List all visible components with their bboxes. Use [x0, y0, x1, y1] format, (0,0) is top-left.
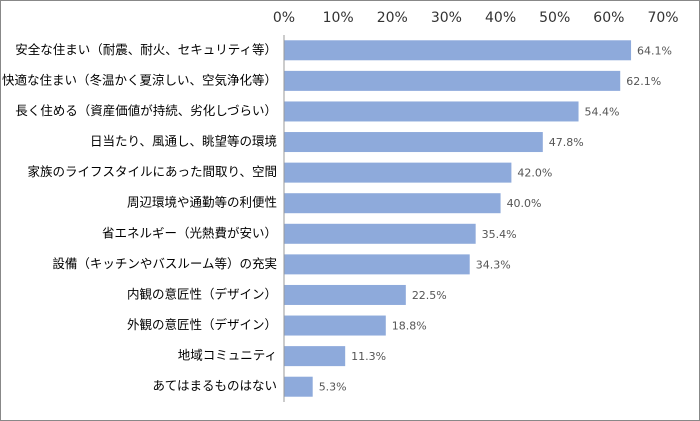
y-tick-label: 日当たり、風通し、眺望等の環境 — [90, 134, 277, 149]
bar — [284, 315, 386, 336]
bar — [284, 284, 406, 305]
value-label: 40.0% — [507, 197, 542, 210]
y-tick-label: 内観の意匠性（デザイン） — [127, 286, 277, 301]
value-label: 18.8% — [392, 320, 427, 333]
bar — [284, 70, 621, 91]
x-tick-label: 20% — [377, 10, 408, 26]
value-label: 62.1% — [626, 75, 661, 88]
y-tick-label: 安全な住まい（耐震、耐火、セキュリティ等） — [15, 42, 277, 57]
value-label: 54.4% — [585, 105, 620, 118]
x-tick-label: 0% — [273, 10, 295, 26]
bar — [284, 101, 579, 122]
bar — [284, 40, 632, 61]
y-tick-label: 家族のライフスタイルにあった間取り、空間 — [27, 164, 277, 179]
x-tick-label: 30% — [431, 10, 462, 26]
x-tick-label: 10% — [323, 10, 354, 26]
x-tick-label: 70% — [647, 10, 678, 26]
bar — [284, 346, 346, 367]
bar — [284, 376, 313, 397]
bar — [284, 223, 476, 244]
value-label: 34.3% — [476, 258, 511, 271]
y-tick-label: 設備（キッチンやバスルーム等）の充実 — [52, 256, 277, 271]
value-label: 47.8% — [549, 136, 584, 149]
y-tick-label: あてはまるものはない — [152, 378, 277, 393]
value-label: 22.5% — [412, 289, 447, 302]
bar — [284, 132, 543, 153]
value-label: 11.3% — [351, 350, 386, 363]
y-tick-label: 省エネルギー（光熱費が安い） — [102, 225, 277, 240]
y-tick-label: 外観の意匠性（デザイン） — [127, 317, 277, 332]
value-label: 64.1% — [637, 44, 672, 57]
bar — [284, 193, 501, 214]
value-label: 42.0% — [517, 167, 552, 180]
value-label: 5.3% — [319, 381, 347, 394]
x-tick-label: 40% — [485, 10, 516, 26]
y-tick-label: 快適な住まい（冬温かく夏涼しい、空気浄化等） — [2, 72, 277, 87]
y-tick-label: 長く住める（資産価値が持続、劣化しづらい） — [15, 103, 277, 118]
x-tick-label: 50% — [539, 10, 570, 26]
y-tick-label: 周辺環境や通勤等の利便性 — [127, 195, 277, 210]
x-tick-label: 60% — [593, 10, 624, 26]
bar — [284, 162, 512, 183]
value-label: 35.4% — [482, 228, 517, 241]
bar — [284, 254, 470, 275]
y-tick-label: 地域コミュニティ — [178, 348, 277, 363]
